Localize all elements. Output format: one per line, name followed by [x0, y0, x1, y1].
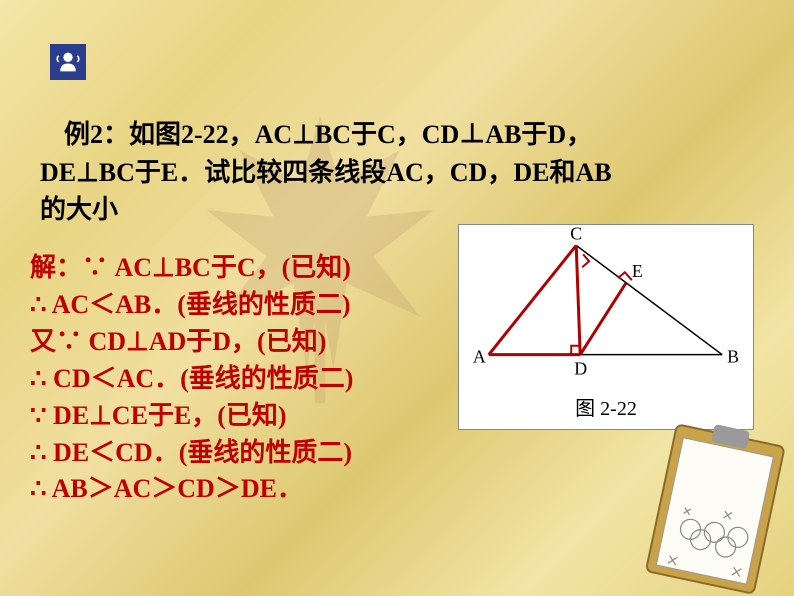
svg-text:E: E [632, 261, 643, 281]
figure-diagram: A B C D E [459, 225, 753, 385]
solution-line: 又∵ CD⊥AD于D，(已知) [30, 324, 460, 361]
solution-block: 解：∵ AC⊥BC于C，(已知) ∴ AC＜AB．(垂线的性质二) 又∵ CD⊥… [30, 250, 460, 508]
solution-line: ∵ DE⊥CE于E，(已知) [30, 398, 460, 435]
solution-line: ∴ AB＞AC＞CD＞DE． [30, 471, 460, 508]
solution-line: ∴ CD＜AC．(垂线的性质二) [30, 361, 460, 398]
person-icon [50, 44, 86, 80]
svg-text:C: C [570, 225, 582, 243]
problem-statement: 例2：如图2-22，AC⊥BC于C，CD⊥AB于D， DE⊥BC于E．试比较四条… [40, 116, 760, 229]
problem-line1: 例2：如图2-22，AC⊥BC于C，CD⊥AB于D， [64, 120, 592, 149]
solution-line: ∴ AC＜AB．(垂线的性质二) [30, 287, 460, 324]
solution-line: 解：∵ AC⊥BC于C，(已知) [30, 250, 460, 287]
svg-text:B: B [727, 347, 739, 367]
svg-text:D: D [574, 359, 587, 379]
figure-2-22: A B C D E 图 2-22 [458, 224, 754, 430]
figure-caption: 图 2-22 [459, 392, 753, 421]
problem-line2: DE⊥BC于E．试比较四条线段AC，CD，DE和AB [40, 154, 760, 192]
clipboard-decoration [624, 416, 794, 596]
solution-line: ∴ DE＜CD．(垂线的性质二) [30, 435, 460, 472]
svg-text:A: A [473, 347, 486, 367]
